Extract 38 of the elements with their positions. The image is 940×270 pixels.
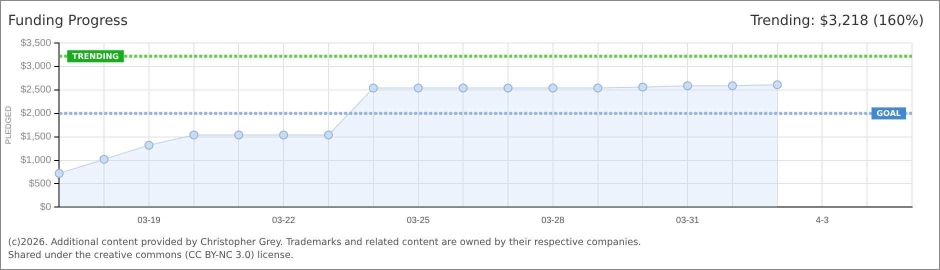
point <box>638 82 648 92</box>
x-tick-label: 03-31 <box>676 215 700 226</box>
chart-title: Funding Progress <box>8 13 128 29</box>
ref-line-label: TRENDING <box>72 52 119 61</box>
point <box>593 84 602 93</box>
point <box>414 84 423 93</box>
x-tick-label: 03-19 <box>137 215 160 226</box>
y-tick-label: $1,000 <box>20 155 52 166</box>
x-tick-label: 4-3 <box>816 215 829 226</box>
point <box>189 130 198 140</box>
point <box>54 168 64 178</box>
point <box>234 130 244 140</box>
point <box>279 130 288 140</box>
x-tick-label: 03-25 <box>406 215 430 226</box>
y-tick-label: $2,500 <box>20 84 52 96</box>
point <box>728 81 737 90</box>
y-tick-label: $3,000 <box>20 61 52 72</box>
y-axis-title: PLEDGED <box>4 106 14 144</box>
x-tick-label: 03-28 <box>541 215 564 226</box>
point <box>504 84 513 93</box>
y-tick-label: $3,500 <box>20 38 52 49</box>
point <box>458 84 468 93</box>
point <box>324 130 333 140</box>
chart-subtitle: Trending: $3,218 (160%) <box>750 13 924 29</box>
point <box>144 140 154 150</box>
y-tick-label: $500 <box>28 178 52 190</box>
text: Shared under the creative commons (CC BY-NC 3.0) license. <box>8 249 295 262</box>
y-tick-label: $1,500 <box>20 132 52 143</box>
point <box>100 154 109 164</box>
ref-line-label: GOAL <box>876 108 902 118</box>
point <box>368 84 378 93</box>
point <box>683 81 692 90</box>
y-tick-label: $0 <box>40 202 52 213</box>
point <box>548 84 558 93</box>
y-tick-label: $2,000 <box>20 108 52 120</box>
text: (c)2026. Additional content provided by Christopher Grey. Trademarks and related content are owned by their respective companies. <box>8 236 642 249</box>
x-tick-label: 03-22 <box>272 215 296 226</box>
point <box>772 80 782 90</box>
